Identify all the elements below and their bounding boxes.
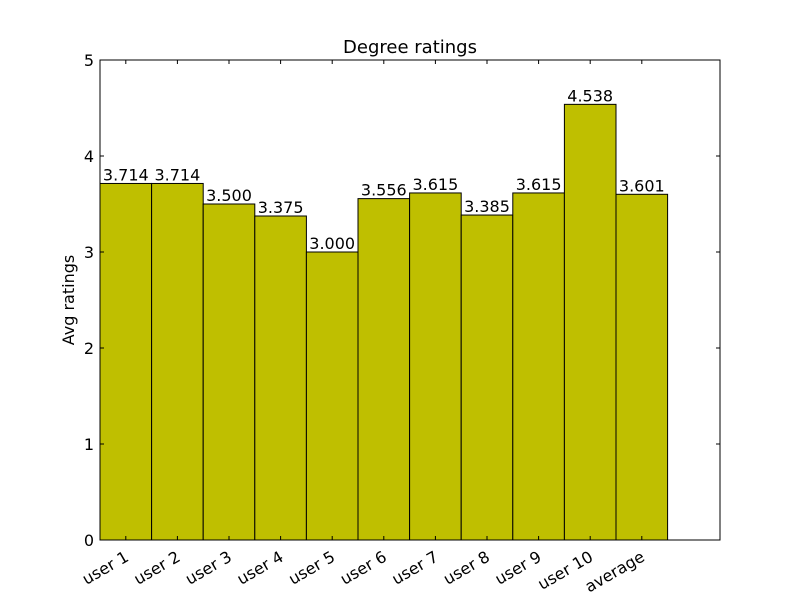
y-tick-label-1: 1 [84,435,94,454]
x-tick-label-7: user 7 [388,547,441,589]
y-tick-label-4: 4 [84,147,94,166]
bar-11 [615,193,669,541]
chart-title: Degree ratings [343,37,477,58]
x-tick-label-2: user 2 [130,547,183,589]
y-tick-label-0: 0 [84,531,94,550]
x-tick-label-3: user 3 [182,547,235,589]
y-tick-label-2: 2 [84,339,94,358]
value-label-7: 3.615 [412,175,458,194]
x-tick-label-4: user 4 [234,547,287,589]
x-tick-label-6: user 6 [337,547,390,589]
value-label-4: 3.375 [258,198,304,217]
plot-frame [99,59,721,541]
y-tick-label-5: 5 [84,51,94,70]
bar-2 [151,182,204,541]
x-tick-label-11: average [582,547,648,596]
value-labels-layer: 3.714 3.714 3.500 3.375 3.000 3.556 3.615 3.385… [103,86,665,253]
bar-4 [254,215,307,541]
value-label-10: 4.538 [567,86,613,105]
y-axis-label: Avg ratings [59,255,78,345]
value-label-6: 3.556 [361,181,407,200]
y-ticks-layer: 0 1 2 3 4 5 [84,51,720,550]
value-label-1: 3.714 [103,165,149,184]
bar-9 [512,192,565,541]
value-label-5: 3.000 [309,234,355,253]
x-tick-label-1: user 1 [79,547,132,589]
y-tick-label-3: 3 [84,243,94,262]
bar-10 [563,103,617,541]
bar-7 [409,192,462,541]
bar-3 [202,203,256,541]
value-label-8: 3.385 [464,197,510,216]
bar-6 [357,198,411,541]
x-tick-label-5: user 5 [285,547,338,589]
value-label-9: 3.615 [516,175,562,194]
x-tick-label-8: user 8 [440,547,493,589]
bar-5 [305,251,359,541]
value-label-2: 3.714 [154,165,200,184]
bars-layer [99,103,669,541]
value-label-11: 3.601 [619,176,665,195]
bar-8 [460,214,514,541]
value-label-3: 3.500 [206,186,252,205]
bar-1 [99,182,153,541]
